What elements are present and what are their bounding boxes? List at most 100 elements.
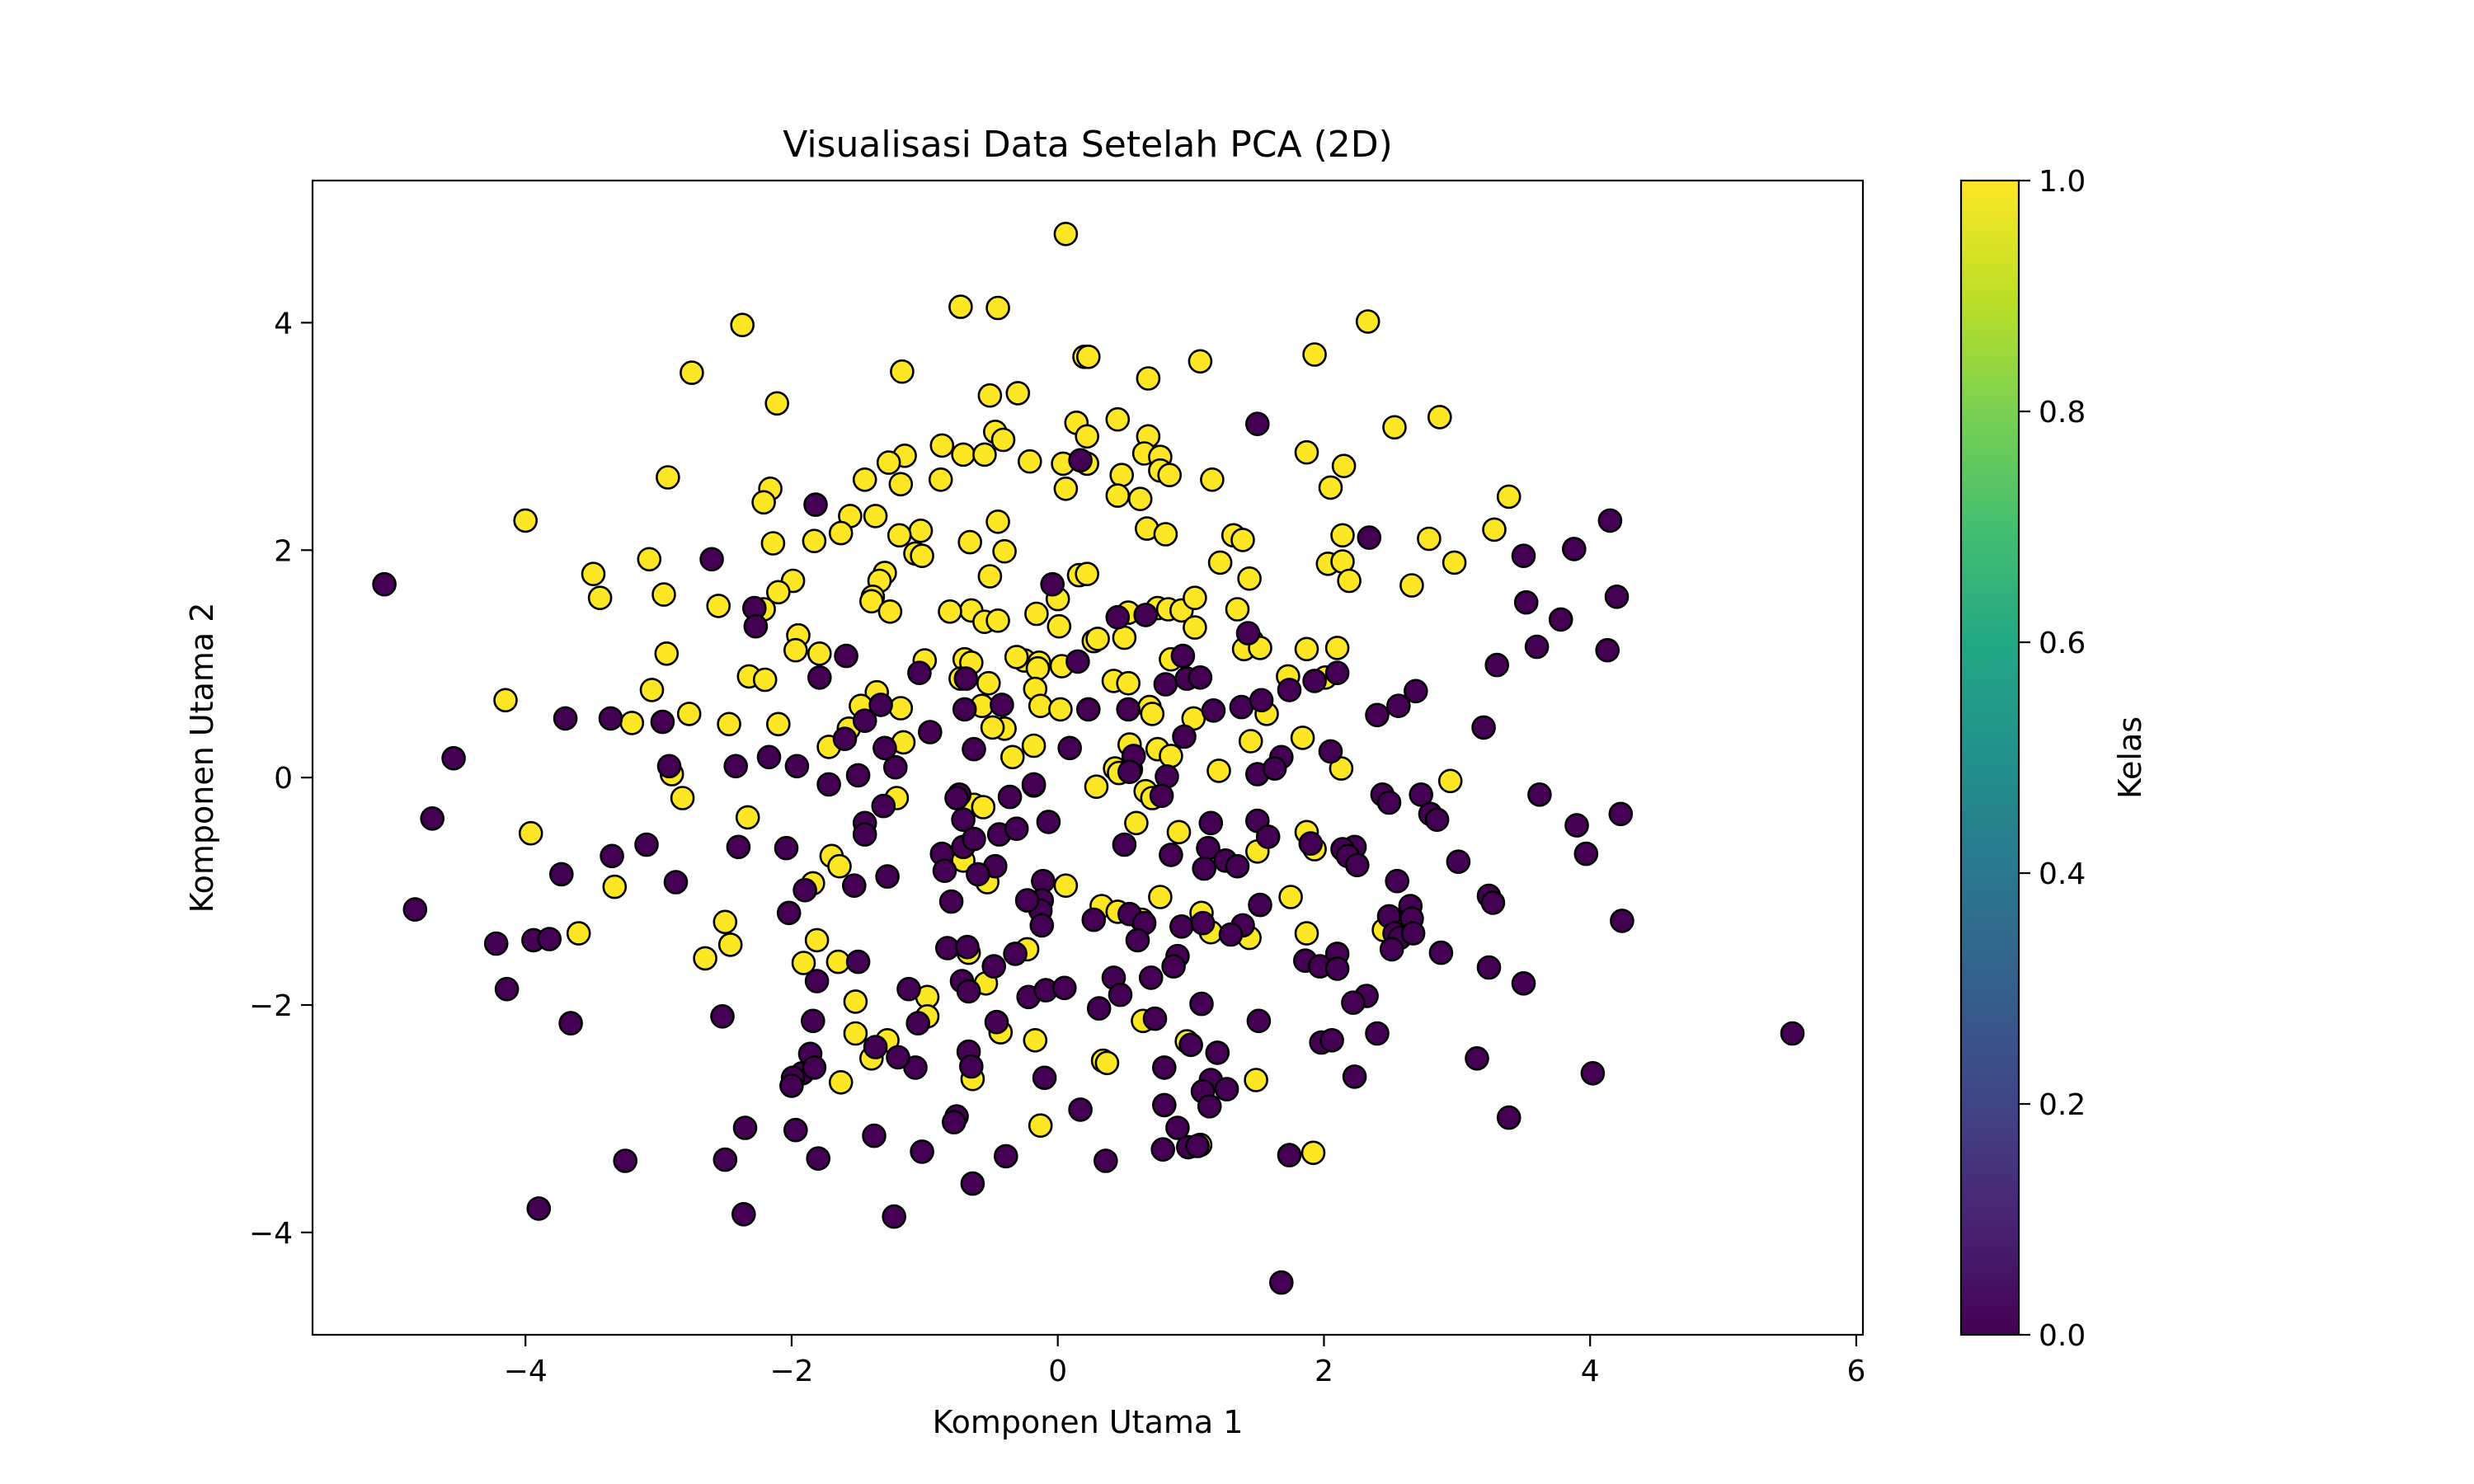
data-point-class-0 bbox=[981, 954, 1006, 979]
y-tick-label: 2 bbox=[274, 534, 293, 568]
colorbar-ticks: 0.0 0.2 0.4 0.6 0.8 1.0 bbox=[2019, 165, 2086, 1353]
data-point-class-0 bbox=[1201, 697, 1226, 723]
data-point-class-0 bbox=[1081, 907, 1107, 932]
colorbar: 0.0 0.2 0.4 0.6 0.8 1.0 Kelas bbox=[1959, 165, 2148, 1353]
data-point-class-1 bbox=[1084, 774, 1109, 800]
data-point-class-0 bbox=[1159, 843, 1183, 867]
data-point-class-0 bbox=[896, 976, 921, 1002]
data-point-class-0 bbox=[1345, 852, 1370, 878]
colorbar-tick-label: 1.0 bbox=[2039, 165, 2086, 199]
data-point-class-0 bbox=[1548, 607, 1573, 632]
data-point-class-0 bbox=[634, 832, 659, 857]
x-tick-label: 0 bbox=[1048, 1355, 1067, 1388]
data-point-class-1 bbox=[717, 932, 743, 957]
data-point-class-0 bbox=[1172, 724, 1197, 749]
data-point-class-0 bbox=[1496, 1105, 1522, 1130]
data-point-class-1 bbox=[1337, 568, 1362, 594]
data-point-class-0 bbox=[1165, 1115, 1190, 1140]
data-point-class-0 bbox=[962, 826, 986, 852]
y-axis: −4 −2 0 2 4 bbox=[249, 307, 313, 1251]
data-point-class-1 bbox=[735, 805, 760, 830]
data-point-class-1 bbox=[1318, 475, 1343, 500]
data-point-class-1 bbox=[1330, 523, 1355, 548]
data-point-class-1 bbox=[1166, 819, 1192, 845]
data-point-class-0 bbox=[997, 784, 1023, 810]
x-tick-label: −2 bbox=[769, 1355, 813, 1388]
data-point-class-0 bbox=[938, 889, 964, 914]
y-tick-label: 0 bbox=[274, 762, 293, 796]
data-point-class-0 bbox=[1277, 1143, 1302, 1167]
data-point-class-1 bbox=[760, 531, 786, 556]
data-point-class-1 bbox=[1183, 585, 1207, 611]
data-point-class-0 bbox=[1573, 841, 1599, 866]
data-point-class-1 bbox=[619, 711, 645, 735]
data-point-class-0 bbox=[1021, 772, 1047, 797]
colorbar-label: Kelas bbox=[2112, 716, 2148, 799]
data-point-class-1 bbox=[977, 383, 1003, 408]
data-point-class-0 bbox=[1780, 1021, 1805, 1046]
data-point-class-1 bbox=[980, 715, 1005, 740]
data-point-class-0 bbox=[1152, 1092, 1177, 1118]
data-point-class-0 bbox=[1511, 971, 1536, 996]
data-point-class-0 bbox=[553, 706, 578, 731]
colorbar-tick-label: 0.8 bbox=[2039, 396, 2086, 430]
data-point-class-0 bbox=[1161, 954, 1186, 979]
data-point-class-1 bbox=[957, 529, 982, 555]
data-point-class-0 bbox=[743, 613, 769, 639]
data-point-class-0 bbox=[1341, 990, 1366, 1015]
data-point-class-0 bbox=[842, 873, 867, 898]
data-point-class-0 bbox=[1218, 922, 1244, 947]
data-point-class-1 bbox=[1053, 221, 1079, 247]
data-point-class-1 bbox=[1244, 1068, 1268, 1092]
data-point-class-1 bbox=[1159, 744, 1183, 768]
colorbar-tick-label: 0.4 bbox=[2039, 857, 2086, 891]
data-point-class-0 bbox=[807, 665, 832, 690]
data-point-class-0 bbox=[1385, 868, 1409, 894]
data-point-class-0 bbox=[1269, 1270, 1294, 1295]
data-point-class-1 bbox=[518, 820, 543, 846]
data-point-class-1 bbox=[802, 528, 827, 554]
data-point-class-0 bbox=[1192, 856, 1216, 881]
data-point-class-1 bbox=[654, 641, 680, 666]
data-point-class-1 bbox=[990, 427, 1016, 453]
data-point-class-0 bbox=[726, 834, 751, 860]
data-point-class-1 bbox=[670, 786, 695, 810]
data-point-class-0 bbox=[959, 1054, 984, 1079]
data-point-class-0 bbox=[960, 1171, 985, 1196]
data-point-class-0 bbox=[1404, 679, 1428, 704]
data-point-class-0 bbox=[1527, 782, 1552, 807]
data-point-class-0 bbox=[1189, 991, 1214, 1017]
data-point-class-1 bbox=[680, 360, 704, 385]
data-point-class-0 bbox=[951, 807, 976, 833]
data-point-class-0 bbox=[1197, 1094, 1222, 1119]
data-point-class-0 bbox=[1052, 975, 1077, 1001]
data-point-class-0 bbox=[650, 709, 675, 735]
data-point-class-0 bbox=[1133, 603, 1158, 627]
data-point-class-1 bbox=[1023, 1028, 1048, 1053]
data-point-class-0 bbox=[953, 666, 979, 691]
data-point-class-1 bbox=[651, 582, 676, 607]
data-point-class-0 bbox=[852, 822, 877, 847]
data-point-class-0 bbox=[1580, 1061, 1606, 1086]
data-point-class-1 bbox=[1004, 645, 1029, 669]
data-point-class-0 bbox=[1032, 1065, 1057, 1091]
data-point-class-1 bbox=[976, 670, 1001, 696]
data-point-class-1 bbox=[948, 294, 973, 319]
data-point-class-0 bbox=[1324, 660, 1350, 686]
data-point-class-1 bbox=[637, 547, 662, 572]
chart-title: Visualisasi Data Setelah PCA (2D) bbox=[783, 124, 1393, 166]
data-point-class-1 bbox=[1028, 1113, 1053, 1138]
data-point-class-1 bbox=[1294, 636, 1319, 662]
data-point-class-0 bbox=[1524, 634, 1550, 660]
data-point-class-1 bbox=[928, 467, 953, 492]
data-point-class-1 bbox=[1302, 342, 1327, 367]
data-point-class-1 bbox=[1021, 733, 1047, 758]
x-axis-label: Komponen Utama 1 bbox=[933, 1404, 1244, 1440]
data-point-class-0 bbox=[1324, 956, 1350, 981]
data-point-class-1 bbox=[1206, 758, 1231, 783]
data-point-class-0 bbox=[793, 877, 817, 903]
data-point-class-0 bbox=[863, 1035, 888, 1059]
colorbar-tick-label: 0.0 bbox=[2039, 1319, 2086, 1353]
data-point-class-1 bbox=[676, 702, 702, 726]
data-point-class-1 bbox=[843, 989, 868, 1014]
